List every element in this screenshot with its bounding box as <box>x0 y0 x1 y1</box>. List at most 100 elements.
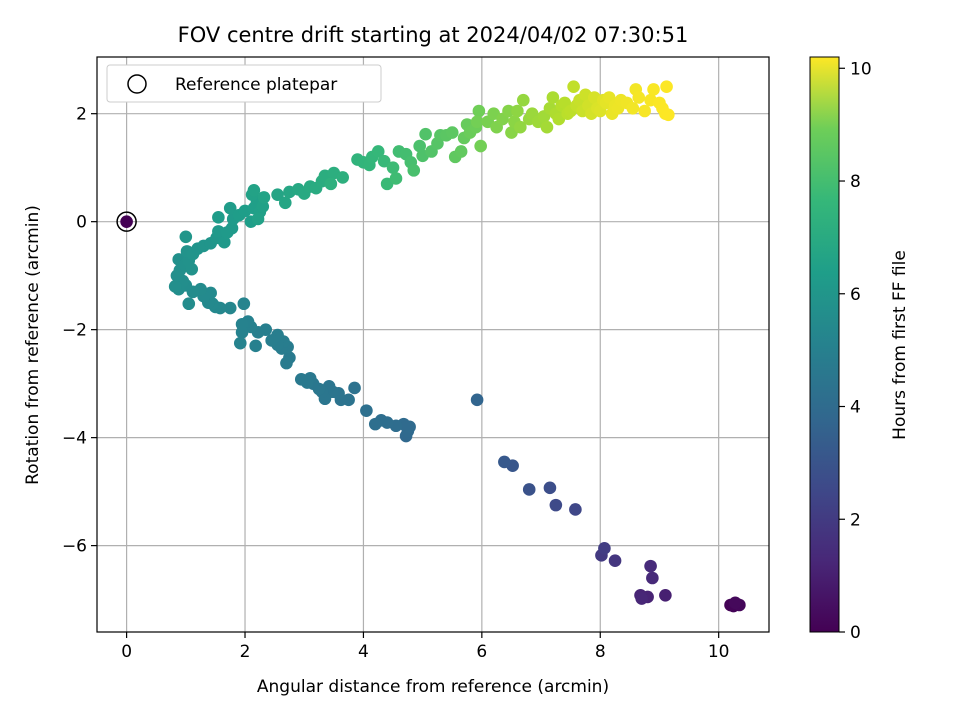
data-point <box>235 326 249 339</box>
y-axis-label: Rotation from reference (arcmin) <box>23 205 43 485</box>
legend-label: Reference platepar <box>175 75 337 95</box>
colorbar-label: Hours from first FF file <box>890 250 910 440</box>
data-point <box>567 80 580 93</box>
chart-title: FOV centre drift starting at 2024/04/02 … <box>178 23 689 47</box>
x-tick-label: 2 <box>240 642 251 662</box>
colorbar-tick-label: 10 <box>850 59 872 79</box>
data-point <box>454 145 468 158</box>
data-point <box>635 592 649 605</box>
x-tick-label: 8 <box>595 642 606 662</box>
data-point <box>371 145 385 158</box>
data-point <box>728 596 742 610</box>
data-point <box>626 101 640 115</box>
colorbar-tick-label: 2 <box>850 510 861 530</box>
data-point <box>659 588 672 602</box>
data-point <box>386 161 400 174</box>
reference-point <box>120 215 133 228</box>
data-point <box>280 356 293 370</box>
y-tick-label: −6 <box>62 537 87 557</box>
data-point <box>348 381 361 395</box>
x-tick-label: 0 <box>121 642 132 662</box>
y-tick-label: −2 <box>62 321 87 341</box>
legend: Reference platepar <box>106 64 382 103</box>
data-point <box>294 373 308 386</box>
data-point <box>472 104 486 118</box>
data-point <box>470 393 484 407</box>
data-point <box>360 404 373 417</box>
data-point <box>445 126 459 139</box>
plot-frame <box>96 56 770 633</box>
data-point <box>249 339 262 353</box>
legend-box <box>106 64 382 103</box>
data-point <box>265 334 278 347</box>
data-point <box>569 503 582 516</box>
data-point <box>168 280 182 293</box>
data-point <box>377 154 391 168</box>
grid-lines <box>97 57 769 632</box>
y-tick-label: 0 <box>76 213 87 233</box>
data-point <box>251 212 265 226</box>
data-point <box>470 115 484 129</box>
data-point <box>233 336 247 350</box>
data-point <box>522 483 536 496</box>
data-point <box>546 91 560 104</box>
colorbar-gradient <box>809 56 840 633</box>
data-point <box>419 127 432 141</box>
data-point <box>660 80 673 93</box>
data-point <box>647 83 660 96</box>
data-point <box>212 211 225 224</box>
data-point <box>368 417 382 431</box>
data-point <box>336 171 350 184</box>
colorbar-tick-label: 0 <box>850 623 861 643</box>
x-axis-label: Angular distance from reference (arcmin) <box>257 677 609 697</box>
data-point <box>247 184 261 197</box>
y-axis-ticks: −6 −4 −2 0 2 <box>62 105 97 557</box>
x-tick-label: 4 <box>358 642 369 662</box>
data-point <box>646 571 659 585</box>
legend-marker <box>127 74 147 94</box>
data-point <box>540 120 554 134</box>
data-point <box>511 104 524 118</box>
data-point <box>549 498 563 512</box>
data-point <box>632 91 646 104</box>
data-point <box>257 191 271 204</box>
x-tick-label: 6 <box>476 642 487 662</box>
data-point <box>278 196 292 210</box>
reference-marker <box>116 211 137 232</box>
y-tick-label: 2 <box>76 105 87 125</box>
reference-ring <box>116 211 137 232</box>
data-point <box>543 481 557 495</box>
colorbar: 0 2 4 6 8 10 Hours from first FF file <box>809 56 910 643</box>
data-point <box>498 455 511 469</box>
colorbar-tick-label: 6 <box>850 285 861 305</box>
data-point <box>502 104 515 118</box>
data-point <box>256 200 270 213</box>
colorbar-ticks: 0 2 4 6 8 10 <box>839 59 872 643</box>
data-point <box>516 93 530 107</box>
data-point <box>644 559 657 573</box>
data-point <box>237 297 251 311</box>
colorbar-tick-label: 8 <box>850 172 861 192</box>
data-point <box>638 104 651 118</box>
data-point <box>223 301 237 315</box>
data-point <box>389 172 403 185</box>
data-point <box>217 235 231 249</box>
y-tick-label: −4 <box>62 429 87 449</box>
data-point <box>179 230 193 244</box>
data-point <box>474 139 487 153</box>
data-point <box>598 542 611 555</box>
colorbar-tick-label: 4 <box>850 398 861 418</box>
data-point <box>324 177 338 191</box>
scatter-points <box>168 80 746 613</box>
data-point <box>225 221 239 235</box>
data-point <box>185 262 199 276</box>
x-tick-label: 10 <box>708 642 730 662</box>
data-point <box>514 120 527 134</box>
data-point <box>271 188 284 201</box>
data-point <box>662 108 675 122</box>
data-point <box>608 554 622 568</box>
x-axis-ticks: 0 2 4 6 8 10 <box>121 632 729 662</box>
data-point <box>407 164 421 177</box>
data-point <box>413 139 426 153</box>
